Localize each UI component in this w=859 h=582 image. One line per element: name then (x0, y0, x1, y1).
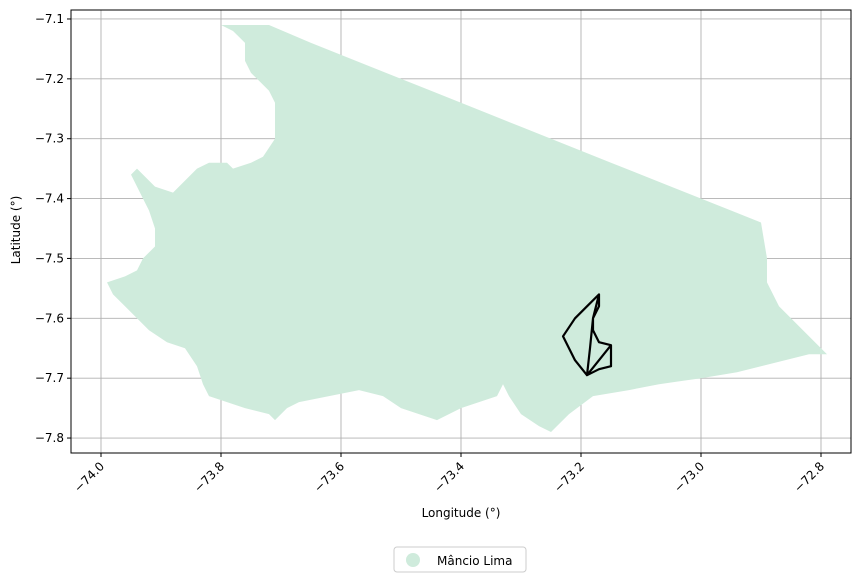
y-tick-label: −7.4 (35, 192, 64, 206)
legend-box (393, 546, 527, 573)
region-mancio-lima (107, 25, 827, 432)
y-tick-label: −7.3 (35, 132, 64, 146)
y-tick-label: −7.1 (35, 12, 64, 26)
legend-label: Mâncio Lima (437, 554, 512, 568)
y-tick-label: −7.7 (35, 371, 64, 385)
legend: Mâncio Lima (393, 546, 527, 573)
legend-marker (406, 553, 420, 567)
y-tick-label: −7.2 (35, 72, 64, 86)
outline-polygon (561, 293, 613, 377)
plot-content (107, 25, 827, 432)
y-tick-label: −7.8 (35, 431, 64, 445)
y-axis-ticks: −7.1 −7.2 −7.3 −7.4 −7.5 −7.6 −7.7 −7.8 (35, 12, 71, 445)
x-axis-label: Longitude (°) (422, 506, 501, 520)
y-tick-label: −7.5 (35, 251, 64, 265)
y-axis-label: Latitude (°) (9, 196, 23, 265)
y-tick-label: −7.6 (35, 311, 64, 325)
